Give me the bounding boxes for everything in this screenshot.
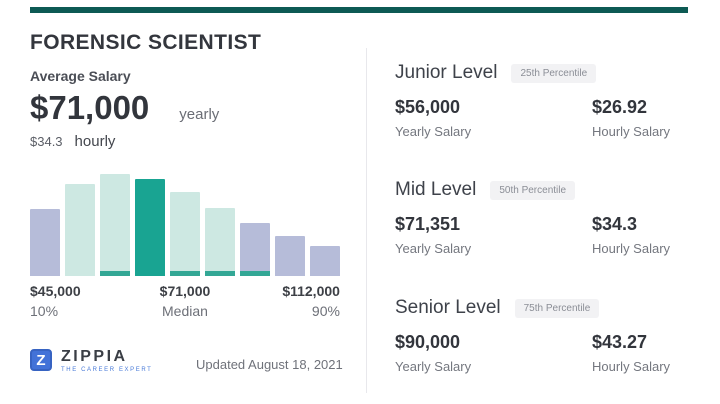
- chart-bar: [170, 192, 200, 276]
- axis-tick-caption: 10%: [30, 303, 59, 319]
- chart-bar: [205, 208, 235, 276]
- average-salary-label: Average Salary: [30, 68, 131, 84]
- percentile-badge: 50th Percentile: [490, 180, 576, 200]
- chart-bar: [135, 179, 165, 276]
- zippia-logo[interactable]: Z ZIPPIA THE CAREER EXPERT: [30, 349, 152, 373]
- level-values: $90,000 Yearly Salary $43.27 Hourly Sala…: [395, 332, 685, 374]
- axis-tick-caption: 90%: [311, 303, 340, 319]
- yearly-salary-value: $71,000: [30, 89, 150, 126]
- level-header: Mid Level 50th Percentile: [395, 179, 685, 201]
- level-name: Junior Level: [395, 62, 498, 83]
- level-name: Senior Level: [395, 297, 501, 318]
- hourly-salary-unit: hourly: [74, 133, 116, 150]
- page-title: FORENSIC SCIENTIST: [30, 31, 262, 54]
- yearly-column: $90,000 Yearly Salary: [395, 332, 592, 374]
- zippia-logo-text-wrap: ZIPPIA THE CAREER EXPERT: [61, 348, 153, 374]
- axis-tick-caption: Median: [162, 303, 208, 319]
- hourly-column: $34.3 Hourly Salary: [592, 214, 685, 256]
- axis-tick-90th: $112,000 90%: [237, 283, 340, 319]
- hourly-caption: Hourly Salary: [592, 124, 671, 139]
- zippia-logo-tagline: THE CAREER EXPERT: [61, 367, 153, 373]
- chart-x-axis: $45,000 10% $71,000 Median $112,000 90%: [30, 283, 340, 319]
- percentile-badge: 75th Percentile: [514, 298, 600, 318]
- level-section-mid: Mid Level 50th Percentile $71,351 Yearly…: [395, 179, 685, 256]
- axis-tick-value: $45,000: [30, 283, 81, 299]
- chart-bar: [310, 246, 340, 276]
- yearly-salary-row: $71,000 yearly: [30, 89, 219, 127]
- yearly-caption: Yearly Salary: [395, 124, 472, 139]
- axis-tick-10th: $45,000 10%: [30, 283, 133, 319]
- level-header: Senior Level 75th Percentile: [395, 297, 685, 319]
- hourly-column: $43.27 Hourly Salary: [592, 332, 685, 374]
- hourly-amount: $26.92: [592, 97, 648, 117]
- zippia-logo-text: ZIPPIA: [61, 348, 128, 365]
- hourly-caption: Hourly Salary: [592, 241, 671, 256]
- yearly-amount: $90,000: [395, 332, 461, 352]
- hourly-column: $26.92 Hourly Salary: [592, 97, 685, 139]
- vertical-divider: [366, 48, 367, 393]
- axis-tick-median: $71,000 Median: [133, 283, 236, 319]
- percentile-badge: 25th Percentile: [511, 63, 597, 83]
- hourly-caption: Hourly Salary: [592, 359, 671, 374]
- chart-bar-underline: [170, 271, 200, 276]
- yearly-amount: $56,000: [395, 97, 461, 117]
- chart-bar-underline: [205, 271, 235, 276]
- yearly-caption: Yearly Salary: [395, 241, 472, 256]
- hourly-amount: $43.27: [592, 332, 648, 352]
- level-values: $56,000 Yearly Salary $26.92 Hourly Sala…: [395, 97, 685, 139]
- hourly-salary-row: $34.3 hourly: [30, 133, 115, 151]
- yearly-amount: $71,351: [395, 214, 461, 234]
- level-values: $71,351 Yearly Salary $34.3 Hourly Salar…: [395, 214, 685, 256]
- axis-tick-value: $71,000: [159, 283, 211, 299]
- yearly-column: $71,351 Yearly Salary: [395, 214, 592, 256]
- chart-bar: [240, 223, 270, 276]
- zippia-logo-icon: Z: [30, 349, 52, 371]
- chart-bar: [275, 236, 305, 276]
- hourly-amount: $34.3: [592, 214, 638, 234]
- chart-bar: [65, 184, 95, 276]
- level-name: Mid Level: [395, 179, 477, 200]
- chart-bar: [100, 174, 130, 276]
- yearly-caption: Yearly Salary: [395, 359, 472, 374]
- chart-bar-underline: [240, 271, 270, 276]
- yearly-salary-unit: yearly: [179, 106, 220, 123]
- salary-distribution-chart: [30, 174, 340, 276]
- level-header: Junior Level 25th Percentile: [395, 62, 685, 84]
- hourly-salary-value: $34.3: [30, 134, 63, 149]
- level-section-senior: Senior Level 75th Percentile $90,000 Yea…: [395, 297, 685, 374]
- level-section-junior: Junior Level 25th Percentile $56,000 Yea…: [395, 62, 685, 139]
- axis-tick-value: $112,000: [282, 283, 340, 299]
- yearly-column: $56,000 Yearly Salary: [395, 97, 592, 139]
- chart-bar: [30, 209, 60, 276]
- top-accent-bar: [30, 7, 688, 13]
- updated-date-label: Updated August 18, 2021: [196, 357, 343, 372]
- chart-bar-underline: [100, 271, 130, 276]
